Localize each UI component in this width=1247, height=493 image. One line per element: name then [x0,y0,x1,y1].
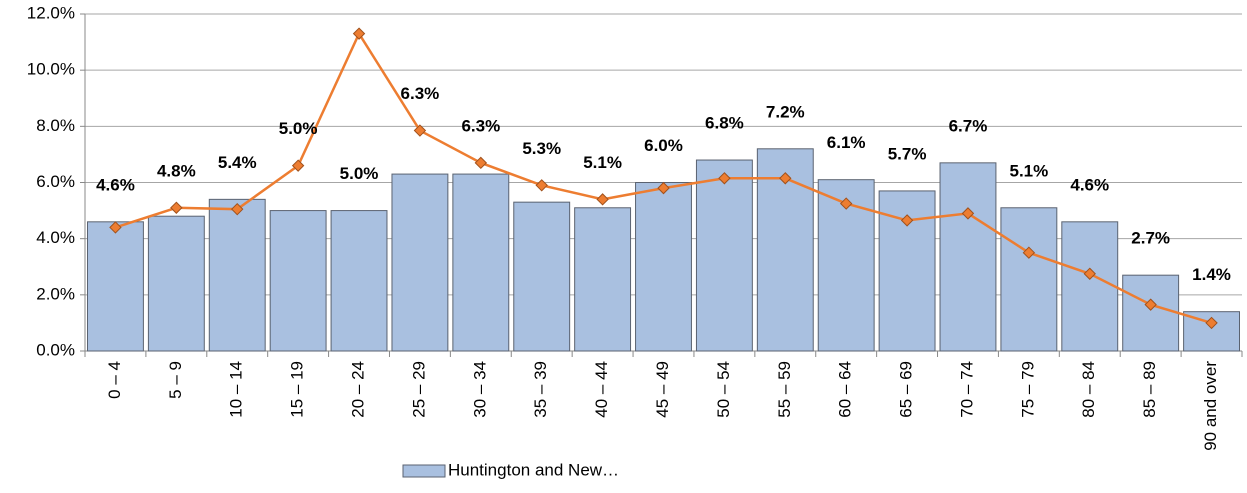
x-tick-label: 25 – 29 [409,361,428,418]
value-label: 5.7% [888,144,927,163]
x-tick-label: 60 – 64 [836,361,855,418]
line-marker [231,202,244,216]
value-label: 4.6% [1070,175,1109,194]
value-label: 6.3% [461,116,500,135]
x-tick-label: 5 – 9 [166,361,185,399]
x-tick-label: 75 – 79 [1018,361,1037,418]
x-tick-label: 30 – 34 [470,361,489,418]
line-marker [718,172,731,185]
line-marker [535,179,548,192]
y-tick-label: 2.0% [36,284,75,303]
legend-swatch [402,464,446,478]
x-tick-label: 0 – 4 [105,361,124,399]
bar [939,162,997,352]
y-tick-label: 4.0% [36,228,75,247]
x-tick-label: 65 – 69 [897,361,916,418]
value-label: 4.8% [157,161,196,180]
bar [1000,207,1058,352]
y-tick-label: 0.0% [36,340,75,359]
line-marker [961,207,975,220]
value-label: 6.3% [401,84,440,103]
value-label: 4.6% [96,175,135,194]
line-marker [596,193,609,206]
value-label: 5.4% [218,153,257,172]
x-tick-label: 85 – 89 [1140,361,1159,418]
value-label: 5.0% [279,119,318,138]
line-marker [170,201,183,214]
bar [1061,221,1119,352]
line-marker [413,124,427,137]
bar [391,173,449,352]
bar [269,210,327,352]
value-label: 7.2% [766,102,805,121]
x-tick-label: 70 – 74 [957,361,976,418]
line-marker [839,197,853,210]
x-tick-label: 20 – 24 [349,361,368,418]
legend-label: Huntington and New… [448,460,619,479]
line-marker [657,181,670,195]
bar [695,159,753,352]
x-tick-label: 80 – 84 [1079,361,1098,418]
y-tick-label: 12.0% [27,3,75,22]
line-marker [474,156,488,170]
line-marker [779,172,792,185]
x-tick-label: 40 – 44 [592,361,611,418]
bar [635,182,692,352]
bar [87,221,144,352]
x-tick-label: 10 – 14 [227,361,246,418]
line-marker [291,159,305,172]
value-label: 2.7% [1131,229,1170,248]
line-marker [1022,246,1036,259]
bar [452,173,510,352]
y-tick-label: 10.0% [27,60,75,79]
line-marker [1205,316,1218,330]
x-tick-label: 50 – 54 [714,361,733,418]
line-marker [352,27,366,40]
value-label: 5.1% [583,153,622,172]
bar [208,198,266,352]
y-tick-label: 6.0% [36,172,75,191]
value-label: 6.7% [949,116,988,135]
x-tick-label: 15 – 19 [288,361,307,418]
x-tick-label: 45 – 49 [653,361,672,418]
line-marker [1083,267,1096,280]
value-label: 6.0% [644,136,683,155]
bar [1122,274,1180,352]
value-label: 5.3% [522,139,561,158]
value-label: 1.4% [1192,265,1231,284]
x-tick-label: 35 – 39 [531,361,550,418]
bar [574,207,632,352]
line-marker [900,214,914,227]
y-tick-label: 8.0% [36,116,75,135]
line-marker [109,221,122,234]
value-label: 5.0% [340,164,379,183]
value-label: 6.1% [827,133,866,152]
x-tick-label: 90 and over [1201,361,1220,451]
value-label: 5.1% [1009,161,1048,180]
value-label: 6.8% [705,114,744,133]
bar [513,201,571,352]
bar [330,210,388,352]
line-marker [1144,298,1157,311]
x-tick-label: 55 – 59 [775,361,794,418]
bar [147,215,205,352]
